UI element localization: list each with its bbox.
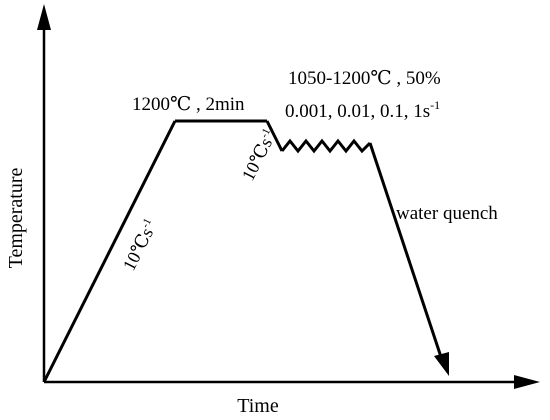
strain-rates-label: 0.001, 0.01, 0.1, 1s-1 — [285, 98, 440, 122]
soak-label: 1200℃ , 2min — [132, 94, 245, 115]
heating-rate-text: 10℃s — [119, 225, 157, 274]
heating-ramp — [42, 120, 177, 383]
deformation-temperature-label: 1050-1200℃ , 50% — [288, 68, 441, 89]
x-axis-arrowhead — [514, 375, 540, 389]
y-axis-label: Temperature — [5, 167, 27, 268]
y-axis-arrowhead — [37, 4, 51, 30]
water-quench-label: water quench — [396, 203, 498, 224]
water-quench-line — [368, 142, 446, 367]
strain-rates-sup: -1 — [430, 98, 440, 112]
cooling-rate-text: 10℃s — [238, 135, 276, 184]
water-quench-arrowhead — [434, 352, 449, 376]
x-axis-label: Time — [237, 395, 279, 417]
heating-rate-label: 10℃s-1 — [119, 216, 161, 273]
strain-rates-text: 0.001, 0.01, 0.1, 1s — [285, 101, 430, 122]
cooling-to-deformation — [265, 120, 284, 152]
deformation-zigzag — [280, 138, 372, 154]
